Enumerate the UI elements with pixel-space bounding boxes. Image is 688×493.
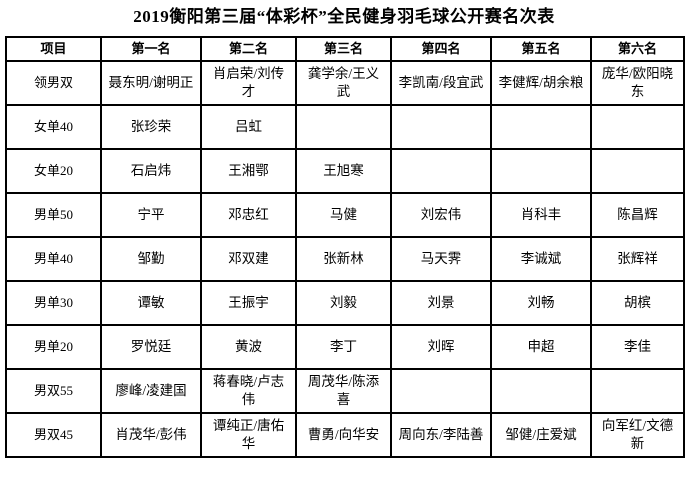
column-header: 第二名 — [200, 35, 297, 62]
result-cell: 申超 — [490, 323, 592, 370]
result-cell: 肖启荣/刘传才 — [200, 59, 297, 106]
result-cell — [390, 367, 492, 414]
table-body: 领男双 聂东明/谢明正 肖启荣/刘传才 龚学余/王义武 李凯南/段宜武 李健辉/胡余粮 庞华… — [5, 59, 685, 458]
result-cell — [490, 147, 592, 194]
event-cell: 男单20 — [5, 323, 102, 370]
result-cell — [490, 367, 592, 414]
result-cell: 刘毅 — [295, 279, 392, 326]
column-header: 第六名 — [590, 35, 685, 62]
result-cell: 刘畅 — [490, 279, 592, 326]
result-cell: 李诚斌 — [490, 235, 592, 282]
column-header: 第四名 — [390, 35, 492, 62]
result-cell: 周向东/李陆善 — [390, 411, 492, 458]
result-cell: 马天霁 — [390, 235, 492, 282]
result-cell: 肖茂华/彭伟 — [100, 411, 202, 458]
result-cell: 陈昌辉 — [590, 191, 685, 238]
event-cell: 女单20 — [5, 147, 102, 194]
table-row: 男单30 谭敏 王振宇 刘毅 刘景 刘畅 胡槟 — [5, 279, 685, 326]
result-cell: 胡槟 — [590, 279, 685, 326]
result-cell — [590, 367, 685, 414]
results-table: 项目 第一名 第二名 第三名 第四名 第五名 第六名 领男双 聂东明/谢明正 肖启荣/刘传才 龚学… — [5, 35, 685, 458]
column-header: 第五名 — [490, 35, 592, 62]
result-cell: 王湘鄂 — [200, 147, 297, 194]
result-cell: 李健辉/胡余粮 — [490, 59, 592, 106]
table-row: 男双55 廖峰/凌建国 蒋春晓/卢志伟 周茂华/陈添喜 — [5, 367, 685, 414]
table-row: 领男双 聂东明/谢明正 肖启荣/刘传才 龚学余/王义武 李凯南/段宜武 李健辉/胡余粮 庞华… — [5, 59, 685, 106]
result-cell: 谭敏 — [100, 279, 202, 326]
result-cell: 肖科丰 — [490, 191, 592, 238]
result-cell — [590, 147, 685, 194]
result-cell: 石启炜 — [100, 147, 202, 194]
result-cell: 邓忠红 — [200, 191, 297, 238]
table-row: 男双45 肖茂华/彭伟 谭纯正/唐佑华 曹勇/向华安 周向东/李陆善 邹健/庄爱斌 向军红/… — [5, 411, 685, 458]
table-row: 男单20 罗悦廷 黄波 李丁 刘晖 申超 李佳 — [5, 323, 685, 370]
result-cell: 邹健/庄爱斌 — [490, 411, 592, 458]
result-cell: 李丁 — [295, 323, 392, 370]
result-cell: 聂东明/谢明正 — [100, 59, 202, 106]
result-cell: 廖峰/凌建国 — [100, 367, 202, 414]
result-cell: 张珍荣 — [100, 103, 202, 150]
result-cell — [590, 103, 685, 150]
event-cell: 男双55 — [5, 367, 102, 414]
table-row: 男单50 宁平 邓忠红 马健 刘宏伟 肖科丰 陈昌辉 — [5, 191, 685, 238]
table-row: 女单20 石启炜 王湘鄂 王旭寒 — [5, 147, 685, 194]
result-cell — [390, 147, 492, 194]
result-cell: 王振宇 — [200, 279, 297, 326]
result-cell: 谭纯正/唐佑华 — [200, 411, 297, 458]
result-cell: 邓双建 — [200, 235, 297, 282]
table-row: 男单40 邹勤 邓双建 张新林 马天霁 李诚斌 张辉祥 — [5, 235, 685, 282]
table-row: 女单40 张珍荣 吕虹 — [5, 103, 685, 150]
result-cell: 吕虹 — [200, 103, 297, 150]
result-cell: 庞华/欧阳晓东 — [590, 59, 685, 106]
table-header: 项目 第一名 第二名 第三名 第四名 第五名 第六名 — [5, 35, 685, 62]
result-cell: 张辉祥 — [590, 235, 685, 282]
result-cell: 曹勇/向华安 — [295, 411, 392, 458]
result-cell — [390, 103, 492, 150]
result-cell — [295, 103, 392, 150]
event-cell: 男单40 — [5, 235, 102, 282]
result-cell: 李佳 — [590, 323, 685, 370]
result-cell: 黄波 — [200, 323, 297, 370]
event-cell: 男双45 — [5, 411, 102, 458]
result-cell: 王旭寒 — [295, 147, 392, 194]
page-title: 2019衡阳第三届“体彩杯”全民健身羽毛球公开赛名次表 — [133, 7, 555, 26]
result-cell: 刘宏伟 — [390, 191, 492, 238]
result-cell: 向军红/文德新 — [590, 411, 685, 458]
event-cell: 领男双 — [5, 59, 102, 106]
event-cell: 男单50 — [5, 191, 102, 238]
result-cell: 李凯南/段宜武 — [390, 59, 492, 106]
event-cell: 女单40 — [5, 103, 102, 150]
column-header: 第三名 — [295, 35, 392, 62]
result-cell — [490, 103, 592, 150]
result-cell: 周茂华/陈添喜 — [295, 367, 392, 414]
column-header: 第一名 — [100, 35, 202, 62]
header-row: 项目 第一名 第二名 第三名 第四名 第五名 第六名 — [5, 35, 685, 62]
result-cell: 宁平 — [100, 191, 202, 238]
result-cell: 邹勤 — [100, 235, 202, 282]
result-cell: 刘晖 — [390, 323, 492, 370]
column-header: 项目 — [5, 35, 102, 62]
result-cell: 张新林 — [295, 235, 392, 282]
result-cell: 蒋春晓/卢志伟 — [200, 367, 297, 414]
result-cell: 刘景 — [390, 279, 492, 326]
result-cell: 龚学余/王义武 — [295, 59, 392, 106]
event-cell: 男单30 — [5, 279, 102, 326]
result-cell: 马健 — [295, 191, 392, 238]
result-cell: 罗悦廷 — [100, 323, 202, 370]
